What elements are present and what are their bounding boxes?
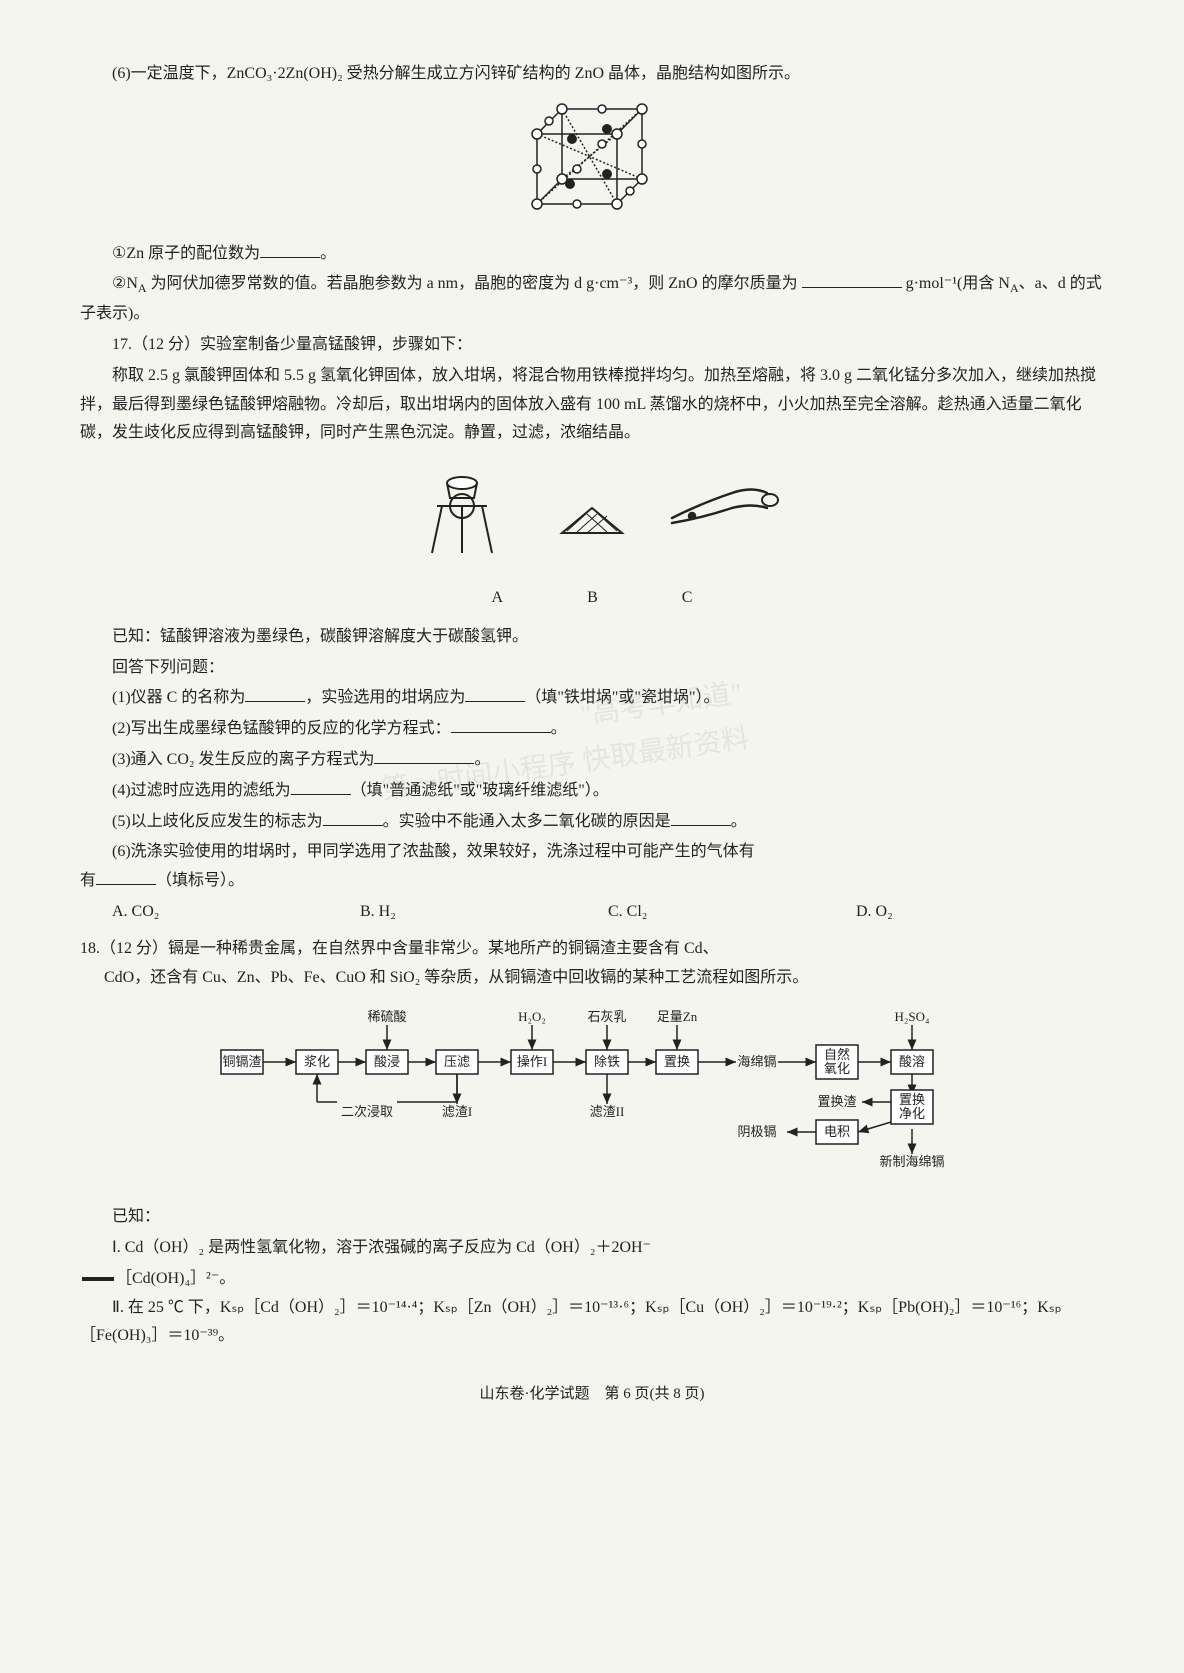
page-footer: 山东卷·化学试题 第 6 页(共 8 页) (80, 1381, 1104, 1408)
q17-procedure: 称取 2.5 g 氯酸钾固体和 5.5 g 氢氧化钾固体，放入坩埚，将混合物用铁… (80, 362, 1104, 448)
svg-text:H₂SO₄: H₂SO₄ (894, 1009, 930, 1024)
q17-p6: (6)洗涤实验使用的坩埚时，甲同学选用了浓盐酸，效果较好，洗涤过程中可能产生的气… (80, 838, 1104, 896)
blank (291, 779, 351, 795)
blank (451, 717, 551, 733)
text: (3)通入 CO₂ 发生反应的离子方程式为 (112, 751, 374, 768)
text: 为阿伏加德罗常数的值。若晶胞参数为 a nm，晶胞的密度为 d g·cm⁻³，则… (147, 275, 802, 292)
label-a: A (492, 584, 504, 613)
q18: 18.（12 分）镉是一种稀贵金属，在自然界中含量非常少。某地所产的铜镉渣主要含… (80, 935, 1104, 993)
q17-p5: (5)以上歧化反应发生的标志为 。实验中不能通入太多二氧化碳的原因是 。 (80, 808, 1104, 837)
blank (671, 810, 731, 826)
blank (465, 686, 525, 702)
blank (323, 810, 383, 826)
text: ，实验选用的坩埚应为 (305, 689, 465, 706)
text: (2)写出生成墨绿色锰酸钾的反应的化学方程式： (112, 720, 451, 737)
label-c: C (682, 584, 693, 613)
svg-text:稀硫酸: 稀硫酸 (367, 1009, 406, 1024)
blank (96, 869, 156, 885)
q18-intro-b: CdO，还含有 Cu、Zn、Pb、Fe、CuO 和 SiO₂ 等杂质，从铜镉渣中… (104, 969, 808, 986)
text: （填"铁坩埚"或"瓷坩埚"）。 (525, 689, 719, 706)
svg-text:滤渣I: 滤渣I (442, 1104, 472, 1119)
svg-text:操作I: 操作I (517, 1054, 547, 1069)
text: (1)仪器 C 的名称为 (112, 689, 245, 706)
text: (5)以上歧化反应发生的标志为 (112, 813, 323, 830)
text: ［Cd(OH)₄］²⁻。 (116, 1270, 235, 1287)
q17-known: 已知：锰酸钾溶液为墨绿色，碳酸钾溶解度大于碳酸氢钾。 (80, 623, 1104, 652)
svg-text:压滤: 压滤 (444, 1054, 470, 1069)
apparatus-labels: A B C (80, 584, 1104, 613)
q17-prompt: 回答下列问题： (80, 654, 1104, 683)
subscript: A (1010, 282, 1019, 296)
equals-icon (82, 1277, 114, 1281)
flowchart-diagram: 铜镉渣浆化酸浸压滤操作I除铁置换海绵镉自然氧化酸溶稀硫酸H₂O₂石灰乳足量ZnH… (80, 1007, 1104, 1188)
text: （填"普通滤纸"或"玻璃纤维滤纸"）。 (351, 782, 609, 799)
subscript: A (138, 282, 147, 296)
svg-text:酸溶: 酸溶 (899, 1054, 925, 1069)
svg-text:足量Zn: 足量Zn (657, 1009, 698, 1024)
blank (260, 242, 320, 258)
text: 。 (320, 245, 336, 262)
option-c: C. Cl₂ (608, 898, 856, 927)
svg-text:阴极镉: 阴极镉 (737, 1124, 776, 1139)
svg-text:净化: 净化 (899, 1106, 925, 1121)
svg-text:海绵镉: 海绵镉 (737, 1054, 776, 1069)
text: 。 (474, 751, 490, 768)
q18-intro-a: 18.（12 分）镉是一种稀贵金属，在自然界中含量非常少。某地所产的铜镉渣主要含… (80, 940, 719, 957)
svg-text:滤渣II: 滤渣II (590, 1104, 625, 1119)
text: Ⅰ. Cd（OH）₂ 是两性氢氧化物，溶于浓强碱的离子反应为 Cd（OH）₂＋2… (112, 1239, 651, 1256)
q18-known2: Ⅱ. 在 25 ℃ 下，Kₛₚ［Cd（OH）₂］＝10⁻¹⁴·⁴；Kₛₚ［Zn（… (80, 1294, 1104, 1352)
q17-p2: (2)写出生成墨绿色锰酸钾的反应的化学方程式： 。 (80, 715, 1104, 744)
svg-text:氧化: 氧化 (824, 1061, 850, 1076)
blank (245, 686, 305, 702)
svg-text:除铁: 除铁 (594, 1054, 620, 1069)
svg-text:铜镉渣: 铜镉渣 (222, 1054, 261, 1069)
svg-text:新制海绵镉: 新制海绵镉 (879, 1154, 944, 1169)
q17-p4: (4)过滤时应选用的滤纸为 （填"普通滤纸"或"玻璃纤维滤纸"）。 (80, 777, 1104, 806)
q18-known1b: ［Cd(OH)₄］²⁻。 (80, 1265, 1104, 1294)
svg-text:二次浸取: 二次浸取 (341, 1104, 393, 1119)
text: 有 (80, 872, 96, 889)
svg-text:置换渣: 置换渣 (817, 1094, 856, 1109)
q17-p1: (1)仪器 C 的名称为 ，实验选用的坩埚应为 （填"铁坩埚"或"瓷坩埚"）。 (80, 684, 1104, 713)
svg-text:置换: 置换 (899, 1092, 925, 1107)
svg-text:浆化: 浆化 (304, 1054, 330, 1069)
text: （填标号）。 (156, 872, 244, 889)
text: 。实验中不能通入太多二氧化碳的原因是 (383, 813, 671, 830)
text: (4)过滤时应选用的滤纸为 (112, 782, 291, 799)
apparatus-diagram: A B C (80, 458, 1104, 613)
svg-text:石灰乳: 石灰乳 (587, 1009, 626, 1024)
q17-intro: 17.（12 分）实验室制备少量高锰酸钾，步骤如下： (80, 331, 1104, 360)
q16-6-2: ②NA 为阿伏加德罗常数的值。若晶胞参数为 a nm，晶胞的密度为 d g·cm… (80, 270, 1104, 329)
q17-p3: (3)通入 CO₂ 发生反应的离子方程式为 。 (80, 746, 1104, 775)
text: g·mol⁻¹(用含 N (902, 275, 1010, 292)
text: ②N (112, 275, 138, 292)
option-b: B. H₂ (360, 898, 608, 927)
text: 。 (731, 813, 747, 830)
svg-text:自然: 自然 (824, 1047, 850, 1062)
q16-part6-text: (6)一定温度下，ZnCO₃·2Zn(OH)₂ 受热分解生成立方闪锌矿结构的 Z… (80, 60, 1104, 89)
crystal-diagram (80, 99, 1104, 230)
svg-text:电积: 电积 (824, 1124, 850, 1139)
q16-6-1: ①Zn 原子的配位数为 。 (80, 240, 1104, 269)
q17-options: A. CO₂ B. H₂ C. Cl₂ D. O₂ (112, 898, 1104, 927)
svg-text:置换: 置换 (664, 1054, 690, 1069)
text: (6)洗涤实验使用的坩埚时，甲同学选用了浓盐酸，效果较好，洗涤过程中可能产生的气… (112, 843, 755, 860)
label-b: B (587, 584, 598, 613)
blank (802, 272, 902, 288)
blank (374, 748, 474, 764)
option-d: D. O₂ (856, 898, 1104, 927)
text: 。 (551, 720, 567, 737)
q18-known1: Ⅰ. Cd（OH）₂ 是两性氢氧化物，溶于浓强碱的离子反应为 Cd（OH）₂＋2… (80, 1234, 1104, 1263)
svg-text:H₂O₂: H₂O₂ (518, 1009, 546, 1024)
option-a: A. CO₂ (112, 898, 360, 927)
q18-known-label: 已知： (80, 1203, 1104, 1232)
svg-text:酸浸: 酸浸 (374, 1054, 400, 1069)
text: ①Zn 原子的配位数为 (112, 245, 260, 262)
